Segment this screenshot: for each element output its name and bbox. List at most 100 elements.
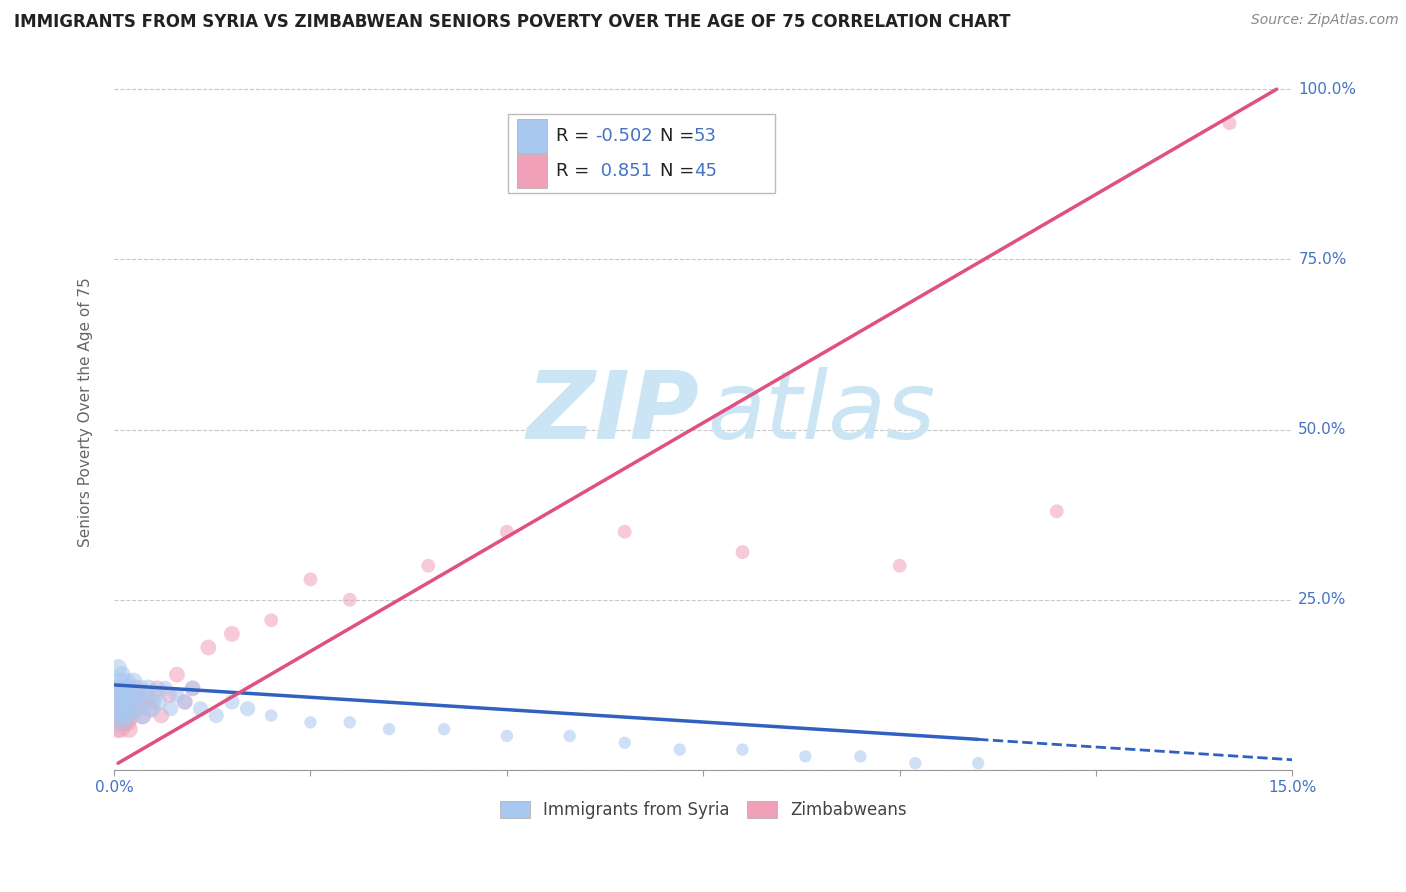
Legend: Immigrants from Syria, Zimbabweans: Immigrants from Syria, Zimbabweans — [494, 795, 912, 826]
Point — [107, 661, 129, 675]
Point — [120, 695, 142, 709]
Point — [115, 702, 138, 716]
Point — [181, 681, 204, 696]
Point — [558, 729, 581, 743]
Text: IMMIGRANTS FROM SYRIA VS ZIMBABWEAN SENIORS POVERTY OVER THE AGE OF 75 CORRELATI: IMMIGRANTS FROM SYRIA VS ZIMBABWEAN SENI… — [14, 13, 1011, 31]
Point — [120, 708, 142, 723]
Point — [108, 715, 131, 730]
Point — [117, 695, 139, 709]
Point — [122, 681, 145, 696]
Text: 45: 45 — [693, 161, 717, 180]
Text: 25.0%: 25.0% — [1298, 592, 1347, 607]
Point — [1219, 116, 1241, 130]
Text: Source: ZipAtlas.com: Source: ZipAtlas.com — [1251, 13, 1399, 28]
Point — [112, 681, 135, 696]
Point — [299, 715, 322, 730]
Text: N =: N = — [659, 161, 700, 180]
Point — [128, 695, 150, 709]
Point — [150, 708, 173, 723]
Text: -0.502: -0.502 — [595, 127, 652, 145]
Point — [104, 695, 127, 709]
Point — [205, 708, 228, 723]
Point — [125, 702, 148, 716]
Point — [260, 613, 283, 627]
Point — [433, 722, 456, 736]
Point — [731, 545, 754, 559]
Point — [125, 702, 148, 716]
Point — [339, 592, 361, 607]
Point — [142, 695, 165, 709]
Point — [112, 702, 135, 716]
Point — [190, 702, 212, 716]
Point — [378, 722, 401, 736]
Point — [794, 749, 817, 764]
Point — [131, 708, 153, 723]
Point — [260, 708, 283, 723]
Point — [129, 681, 152, 696]
Point — [112, 708, 135, 723]
Point — [118, 688, 141, 702]
Text: ZIP: ZIP — [527, 367, 700, 458]
Point — [114, 695, 136, 709]
Point — [166, 688, 188, 702]
Text: 75.0%: 75.0% — [1298, 252, 1347, 267]
Point — [104, 708, 127, 723]
Point — [173, 695, 195, 709]
Point — [221, 627, 243, 641]
Text: 50.0%: 50.0% — [1298, 422, 1347, 437]
Point — [181, 681, 204, 696]
Point — [115, 674, 138, 689]
Point — [118, 708, 141, 723]
Point — [131, 708, 153, 723]
Point — [143, 688, 166, 702]
Text: 100.0%: 100.0% — [1298, 82, 1357, 96]
Point — [105, 681, 128, 696]
Point — [115, 688, 138, 702]
Text: N =: N = — [659, 127, 700, 145]
Y-axis label: Seniors Poverty Over the Age of 75: Seniors Poverty Over the Age of 75 — [79, 277, 93, 548]
Point — [118, 722, 141, 736]
Point — [149, 695, 172, 709]
Point — [111, 695, 134, 709]
Point — [110, 674, 132, 689]
Point — [166, 667, 188, 681]
Point — [111, 708, 134, 723]
Point — [122, 674, 145, 689]
Point — [731, 742, 754, 756]
Point — [159, 702, 181, 716]
Point — [153, 681, 176, 696]
Point — [889, 558, 911, 573]
Point — [197, 640, 219, 655]
Point — [105, 708, 128, 723]
Point — [141, 702, 163, 716]
Point — [118, 695, 141, 709]
Text: R =: R = — [555, 127, 595, 145]
Point — [138, 702, 160, 716]
Point — [111, 667, 134, 681]
Point — [967, 756, 990, 771]
Point — [146, 681, 169, 696]
Point — [117, 702, 139, 716]
Point — [904, 756, 927, 771]
Point — [221, 695, 243, 709]
Point — [112, 715, 135, 730]
Point — [135, 688, 157, 702]
Point — [108, 688, 131, 702]
Point — [668, 742, 690, 756]
Point — [339, 715, 361, 730]
Point — [117, 681, 139, 696]
Point — [613, 736, 636, 750]
Point — [108, 702, 131, 716]
Point — [496, 729, 519, 743]
Point — [107, 681, 129, 696]
Point — [496, 524, 519, 539]
Text: 53: 53 — [693, 127, 717, 145]
Point — [117, 715, 139, 730]
Text: atlas: atlas — [707, 368, 935, 458]
Point — [111, 695, 134, 709]
Point — [110, 722, 132, 736]
Point — [138, 681, 160, 696]
Point — [299, 573, 322, 587]
Point — [105, 695, 128, 709]
Point — [127, 688, 149, 702]
